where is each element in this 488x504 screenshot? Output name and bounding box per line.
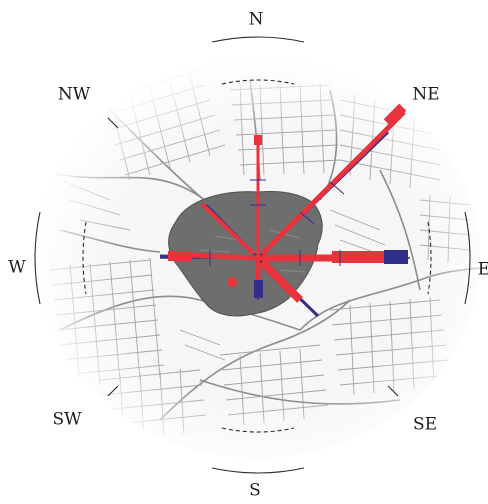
ray-red-n-cap xyxy=(254,135,262,145)
marker-dot-sw xyxy=(227,277,237,287)
direction-label-nw: NW xyxy=(57,84,91,105)
direction-label-ne: NE xyxy=(412,84,440,105)
direction-label-e: E xyxy=(477,259,488,280)
direction-label-sw: SW xyxy=(52,409,82,430)
center-dot xyxy=(254,254,262,262)
ray-red-se xyxy=(259,259,303,303)
direction-label-s: S xyxy=(249,480,261,501)
direction-label-n: N xyxy=(248,9,264,30)
wind-rose-rays xyxy=(159,103,410,318)
direction-label-w: W xyxy=(8,257,26,278)
ray-blue-e-cap xyxy=(384,250,408,264)
ray-blue-s-cap xyxy=(254,280,263,298)
ray-red-e-cap xyxy=(332,251,384,263)
direction-label-se: SE xyxy=(412,414,438,435)
ray-red-ne xyxy=(260,110,406,256)
ray-red-w-cap xyxy=(168,251,192,261)
ray-red-ne-cap xyxy=(383,103,407,127)
ray-red-nw xyxy=(200,202,256,256)
